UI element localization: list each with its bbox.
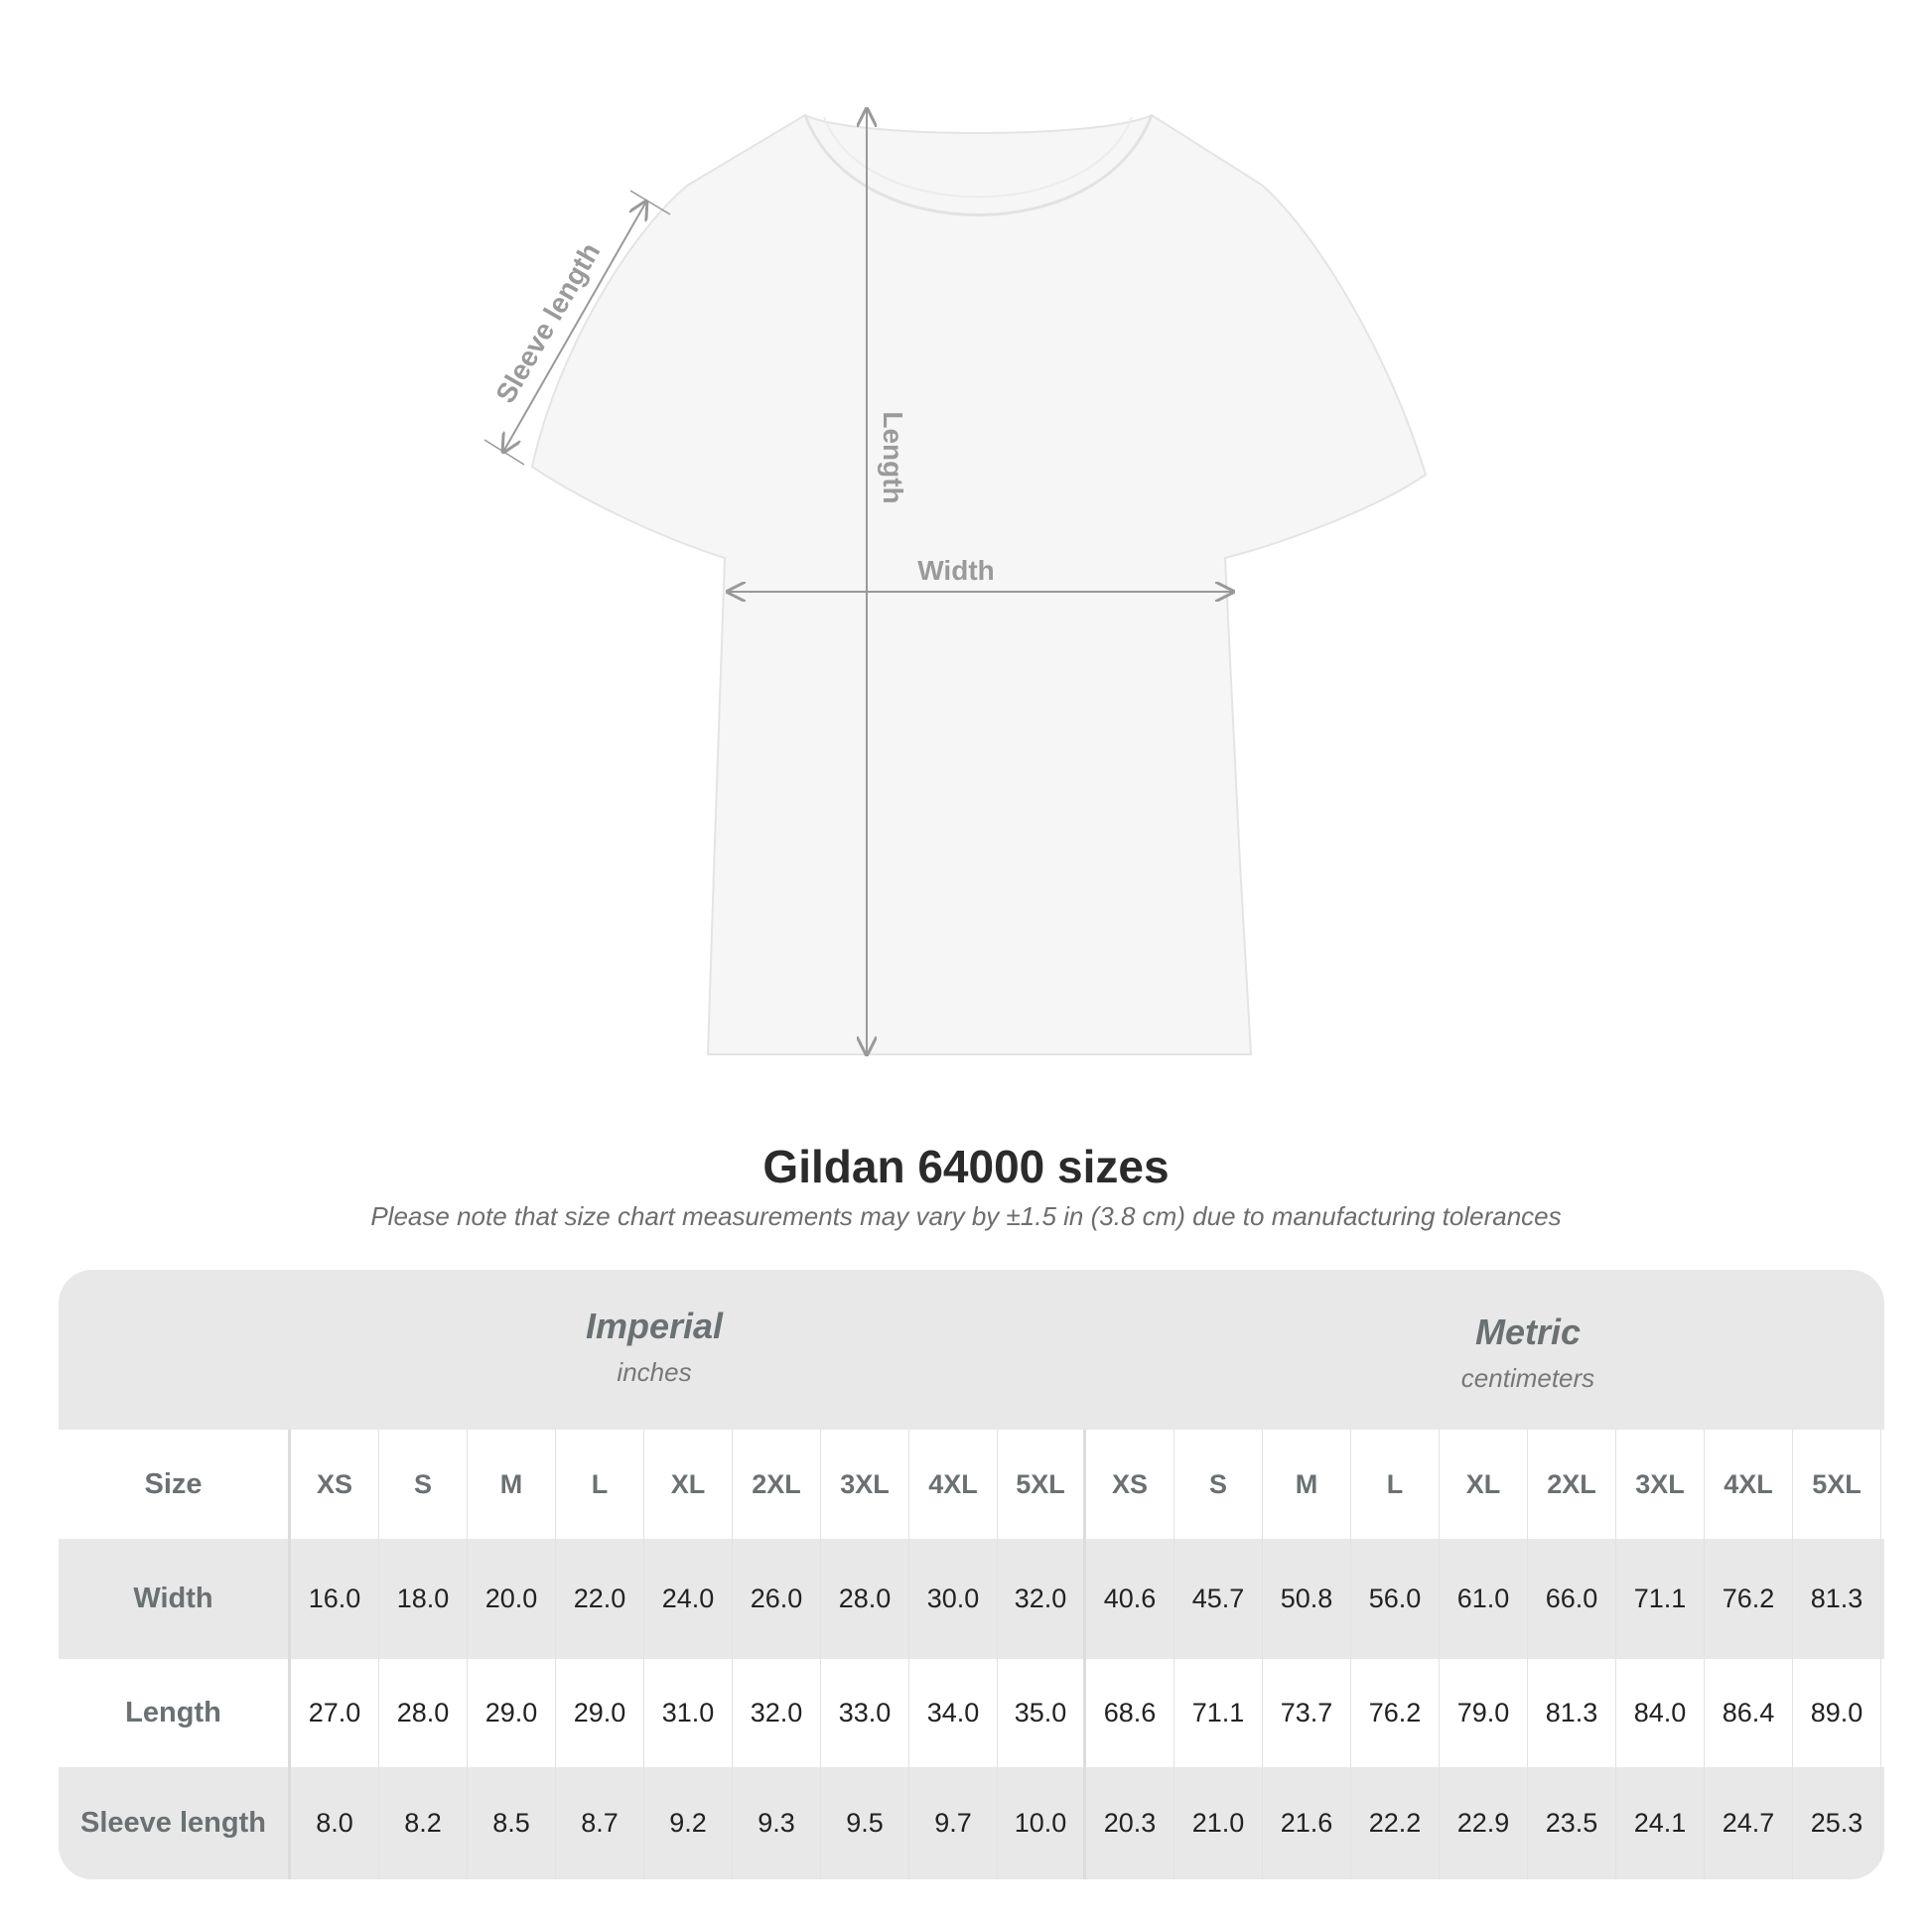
sleeve-arrow (503, 202, 646, 452)
metric-title: Metric (1474, 1311, 1582, 1352)
value-cell: 10.0 (998, 1767, 1086, 1879)
value-cell: 61.0 (1440, 1539, 1528, 1659)
value-cell: 22.0 (556, 1539, 644, 1659)
value-cell: 32.0 (998, 1539, 1086, 1659)
table-row: Width 16.0 18.0 20.0 22.0 24.0 26.0 28.0 30.0 32.… (59, 1539, 1884, 1659)
value-cell: 76.2 (1705, 1539, 1793, 1659)
size-row: Size XS S M L XL 2XL 3XL 4XL 5XL XS S M L XL 2XL 3XL 4XL… (59, 1430, 1884, 1539)
value-cell: 18.0 (379, 1539, 468, 1659)
page-title: Gildan 64000 sizes (762, 1141, 1170, 1192)
value-cell: 71.1 (1616, 1539, 1705, 1659)
value-cell: 28.0 (379, 1659, 468, 1767)
size-header-cell: M (468, 1430, 556, 1539)
value-cell: 8.2 (379, 1767, 468, 1879)
value-cell: 31.0 (644, 1659, 733, 1767)
size-header-cell: XL (644, 1430, 733, 1539)
value-cell: 8.0 (291, 1767, 379, 1879)
value-cell: 45.7 (1174, 1539, 1263, 1659)
size-header-cell: 3XL (821, 1430, 909, 1539)
value-cell: 8.7 (556, 1767, 644, 1879)
value-cell: 9.2 (644, 1767, 733, 1879)
value-cell: 34.0 (909, 1659, 998, 1767)
sleeve-tick-bottom (483, 439, 525, 466)
value-cell: 20.0 (468, 1539, 556, 1659)
value-cell: 24.1 (1616, 1767, 1705, 1879)
value-cell: 22.2 (1351, 1767, 1440, 1879)
size-header-cell: 4XL (1705, 1430, 1793, 1539)
width-label: Width (917, 555, 995, 586)
value-cell: 16.0 (291, 1539, 379, 1659)
value-cell: 76.2 (1351, 1659, 1440, 1767)
size-header-cell: M (1263, 1430, 1351, 1539)
row-label: Sleeve length (59, 1767, 291, 1879)
value-cell: 68.6 (1086, 1659, 1174, 1767)
value-cell: 56.0 (1351, 1539, 1440, 1659)
value-cell: 24.7 (1705, 1767, 1793, 1879)
value-cell: 66.0 (1528, 1539, 1616, 1659)
value-cell: 79.0 (1440, 1659, 1528, 1767)
size-table: Imperial inches Metric centimeters Size … (59, 1270, 1884, 1879)
size-header-cell: XS (1086, 1430, 1174, 1539)
value-cell: 22.9 (1440, 1767, 1528, 1879)
collar (803, 114, 1154, 216)
size-header-cell: XL (1440, 1430, 1528, 1539)
value-cell: 89.0 (1793, 1659, 1881, 1767)
size-header-cell: 3XL (1616, 1430, 1705, 1539)
value-cell: 25.3 (1793, 1767, 1881, 1879)
imperial-unit: inches (617, 1357, 692, 1387)
value-cell: 86.4 (1705, 1659, 1793, 1767)
size-label: Size (59, 1430, 291, 1539)
size-header-cell: 5XL (998, 1430, 1086, 1539)
table-row: Length 27.0 28.0 29.0 29.0 31.0 32.0 33.0 34.0 35… (59, 1659, 1884, 1767)
value-cell: 29.0 (468, 1659, 556, 1767)
value-cell: 20.3 (1086, 1767, 1174, 1879)
value-cell: 21.0 (1174, 1767, 1263, 1879)
metric-header: Metric centimeters (1230, 1311, 1826, 1394)
table-row: Sleeve length 8.0 8.2 8.5 8.7 9.2 9.3 9.5 9.7 10.… (59, 1767, 1884, 1879)
value-cell: 73.7 (1263, 1659, 1351, 1767)
row-label: Length (59, 1659, 291, 1767)
value-cell: 8.5 (468, 1767, 556, 1879)
size-header-cell: L (556, 1430, 644, 1539)
value-cell: 23.5 (1528, 1767, 1616, 1879)
value-cell: 24.0 (644, 1539, 733, 1659)
value-cell: 81.3 (1793, 1539, 1881, 1659)
row-label: Width (59, 1539, 291, 1659)
table-header: Imperial inches Metric centimeters (59, 1270, 1884, 1430)
value-cell: 21.6 (1263, 1767, 1351, 1879)
size-header-cell: 5XL (1793, 1430, 1881, 1539)
metric-unit: centimeters (1460, 1363, 1595, 1393)
value-cell: 30.0 (909, 1539, 998, 1659)
tolerance-note: Please note that size chart measurements… (370, 1201, 1562, 1231)
tshirt-diagram: Length Width Sleeve length (483, 0, 1428, 1092)
size-header-cell: 4XL (909, 1430, 998, 1539)
value-cell: 84.0 (1616, 1659, 1705, 1767)
value-cell: 81.3 (1528, 1659, 1616, 1767)
value-cell: 9.3 (733, 1767, 821, 1879)
value-cell: 33.0 (821, 1659, 909, 1767)
size-header-cell: S (379, 1430, 468, 1539)
value-cell: 29.0 (556, 1659, 644, 1767)
sleeve-tick-top (629, 190, 671, 215)
value-cell: 27.0 (291, 1659, 379, 1767)
value-cell: 26.0 (733, 1539, 821, 1659)
value-cell: 9.7 (909, 1767, 998, 1879)
imperial-title: Imperial (585, 1306, 724, 1346)
size-header-cell: 2XL (1528, 1430, 1616, 1539)
value-cell: 32.0 (733, 1659, 821, 1767)
size-header-cell: L (1351, 1430, 1440, 1539)
imperial-header: Imperial inches (356, 1306, 952, 1388)
value-cell: 35.0 (998, 1659, 1086, 1767)
value-cell: 71.1 (1174, 1659, 1263, 1767)
size-header-cell: 2XL (733, 1430, 821, 1539)
length-label: Length (878, 411, 908, 503)
value-cell: 40.6 (1086, 1539, 1174, 1659)
value-cell: 9.5 (821, 1767, 909, 1879)
value-cell: 50.8 (1263, 1539, 1351, 1659)
size-header-cell: S (1174, 1430, 1263, 1539)
size-header-cell: XS (291, 1430, 379, 1539)
collar-inner (823, 116, 1133, 199)
value-cell: 28.0 (821, 1539, 909, 1659)
